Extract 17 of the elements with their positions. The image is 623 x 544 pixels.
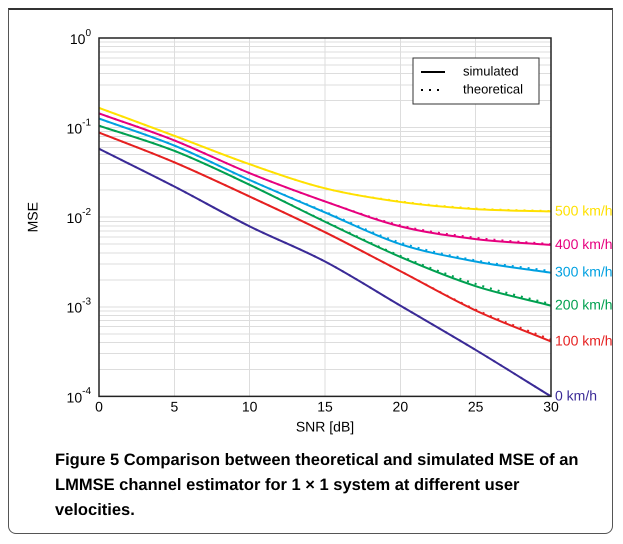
x-tick-label: 20 (392, 398, 408, 415)
x-tick-label: 5 (170, 398, 178, 415)
legend-label: theoretical (463, 82, 524, 97)
x-axis-title: SNR [dB] (296, 418, 354, 434)
series-label: 0 km/h (555, 387, 598, 404)
x-tick-label: 0 (95, 398, 104, 415)
legend-label: simulated (463, 64, 519, 79)
series-label: 300 km/h (555, 264, 613, 280)
y-axis-title: MSE (24, 202, 40, 232)
series-label: 400 km/h (555, 236, 613, 252)
x-tick-label: 25 (468, 398, 484, 415)
x-tick-label: 15 (317, 398, 333, 415)
series-label: 500 km/h (555, 202, 613, 218)
series-label: 200 km/h (555, 296, 613, 313)
caption: Figure 5 Comparison between theoretical and simulated MSE of an LMMSE channel estimator for 1 × 1 system at different user velocities. (55, 450, 580, 521)
series-label: 100 km/h (555, 332, 613, 348)
x-tick-label: 10 (242, 398, 258, 415)
